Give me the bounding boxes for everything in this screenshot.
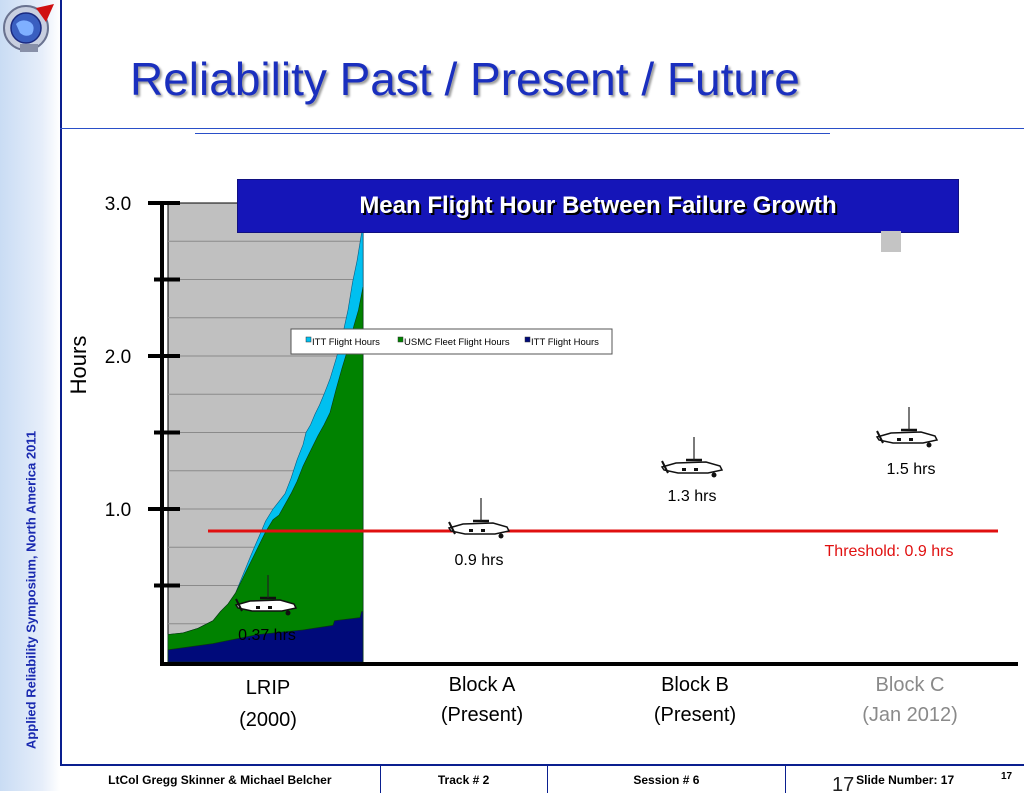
data-annotation: 1.3 hrs [668, 488, 717, 505]
x-category-sublabel: (2000) [239, 709, 297, 731]
threshold-label: Threshold: 0.9 hrs [825, 543, 954, 560]
footer-page-number: 17 [1001, 771, 1013, 782]
legend-entry: USMC Fleet Flight Hours [404, 337, 510, 348]
chart-legend: ITT Flight Hours USMC Fleet Flight Hours I… [290, 328, 613, 355]
legend-entry: ITT Flight Hours [531, 337, 599, 348]
y-axis-label-group: Hours [66, 336, 91, 395]
legend-swatch [305, 336, 312, 343]
banner-tab-decoration [881, 231, 901, 252]
footer-session: Session # 6 [548, 766, 787, 793]
footer: LtCol Gregg Skinner & Michael Belcher Tr… [60, 764, 1024, 793]
title-divider [60, 128, 1024, 129]
legend-swatch [397, 336, 404, 343]
symposium-logo-icon [3, 4, 54, 52]
page-title: Reliability Past / Present / Future [130, 53, 800, 105]
y-tick-label: 1.0 [105, 500, 131, 521]
aircraft-icon [234, 575, 298, 616]
data-annotation: 0.37 hrs [238, 627, 296, 644]
series-area-3 [167, 611, 364, 663]
footer-ghost-number: 17 [832, 774, 855, 796]
sidebar: Applied Reliability Symposium, North Ame… [0, 0, 62, 791]
chart-title: Mean Flight Hour Between Failure Growth [237, 179, 959, 233]
y-tick-label: 3.0 [105, 194, 131, 215]
legend-box [290, 328, 613, 355]
threshold-layer: Threshold: 0.9 hrs [208, 529, 998, 560]
y-axis-label: Hours [66, 336, 91, 395]
chart-areas [167, 225, 364, 663]
x-category-sublabel: (Present) [654, 704, 736, 726]
title-underline [195, 133, 830, 134]
legend-entry: ITT Flight Hours [312, 337, 380, 348]
footer-slide-number: Slide Number: 17 [856, 772, 955, 787]
y-tick-label: 2.0 [105, 347, 131, 368]
annotations-layer: 0.37 hrs 0.9 hrs 1.3 hrs 1.5 hrs [234, 407, 939, 644]
legend-swatch [524, 336, 531, 343]
x-category-labels: LRIP (2000) Block A (Present) Block B (Presen… [239, 674, 958, 731]
aircraft-icon [875, 407, 939, 448]
chart-axes [148, 201, 1018, 666]
y-tick-labels: 3.0 2.0 1.0 [105, 194, 131, 521]
footer-track: Track # 2 [381, 766, 548, 793]
x-category-sublabel: (Jan 2012) [862, 704, 958, 726]
x-category-label: Block A [449, 674, 516, 696]
x-category-label: LRIP [246, 677, 290, 699]
aircraft-icon [660, 437, 724, 478]
footer-authors: LtCol Gregg Skinner & Michael Belcher [60, 766, 381, 793]
data-annotation: 1.5 hrs [887, 461, 936, 478]
x-category-label: Block B [661, 674, 729, 696]
data-annotation: 0.9 hrs [455, 552, 504, 569]
x-category-label: Block C [876, 674, 945, 696]
aircraft-icon [447, 498, 511, 539]
x-category-sublabel: (Present) [441, 704, 523, 726]
